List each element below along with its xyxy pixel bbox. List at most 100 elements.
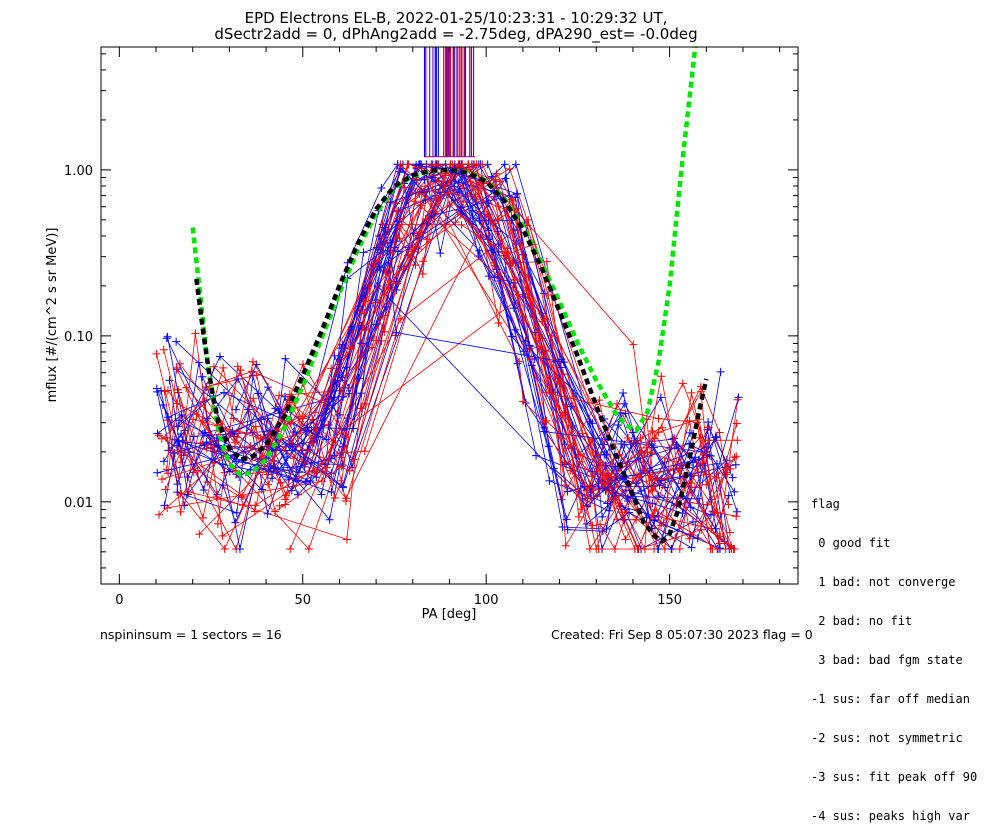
data-point bbox=[656, 393, 665, 402]
data-point bbox=[693, 494, 702, 503]
data-point bbox=[163, 386, 172, 395]
legend-item: -1 sus: far off median bbox=[811, 692, 970, 706]
data-point bbox=[657, 372, 666, 381]
data-point bbox=[596, 520, 605, 529]
data-point bbox=[716, 367, 725, 376]
data-point bbox=[396, 314, 405, 323]
data-point bbox=[623, 494, 632, 503]
data-point bbox=[317, 490, 326, 499]
data-point bbox=[654, 414, 663, 423]
data-point bbox=[724, 500, 733, 509]
data-point bbox=[337, 476, 346, 485]
data-point bbox=[395, 167, 404, 176]
legend-item: 3 bad: bad fgm state bbox=[811, 653, 963, 667]
data-point bbox=[416, 201, 425, 210]
data-point bbox=[382, 302, 391, 311]
data-point bbox=[599, 440, 608, 449]
data-point bbox=[687, 388, 696, 397]
data-point bbox=[159, 457, 168, 466]
data-point bbox=[336, 344, 345, 353]
legend-item: 2 bad: no fit bbox=[811, 614, 913, 628]
data-point bbox=[678, 379, 687, 388]
data-point bbox=[238, 491, 247, 500]
data-point bbox=[434, 176, 443, 185]
data-point bbox=[276, 479, 285, 488]
series-line bbox=[177, 173, 731, 550]
data-point bbox=[368, 343, 377, 352]
data-point bbox=[263, 509, 272, 518]
data-point bbox=[455, 206, 464, 215]
y-axis-label: mflux [#/(cm^2 s sr MeV)] bbox=[45, 228, 60, 403]
data-point bbox=[713, 545, 722, 554]
data-point bbox=[177, 410, 186, 419]
series-line bbox=[206, 163, 739, 550]
data-point bbox=[327, 488, 336, 497]
series-line bbox=[161, 187, 732, 550]
data-point bbox=[595, 396, 604, 405]
data-point bbox=[704, 436, 713, 445]
data-point bbox=[170, 435, 179, 444]
data-point bbox=[299, 360, 308, 369]
data-point bbox=[600, 450, 609, 459]
data-point bbox=[519, 347, 528, 356]
data-point bbox=[445, 201, 454, 210]
data-point bbox=[176, 507, 185, 516]
legend-item: -3 sus: fit peak off 90 bbox=[811, 770, 978, 784]
data-point bbox=[685, 416, 694, 425]
data-point bbox=[153, 429, 162, 438]
data-point bbox=[613, 399, 622, 408]
data-point bbox=[687, 543, 696, 552]
data-point bbox=[527, 361, 536, 370]
data-point bbox=[343, 414, 352, 423]
data-point bbox=[545, 476, 554, 485]
data-point bbox=[281, 495, 290, 504]
data-point bbox=[594, 545, 603, 554]
data-point bbox=[246, 441, 255, 450]
data-point bbox=[286, 545, 295, 554]
data-point bbox=[457, 220, 466, 229]
data-point bbox=[629, 340, 638, 349]
data-point bbox=[647, 448, 656, 457]
data-point bbox=[568, 421, 577, 430]
y-tick-label: 0.01 bbox=[64, 496, 93, 511]
data-point bbox=[596, 458, 605, 467]
data-point bbox=[199, 513, 208, 522]
data-point bbox=[724, 491, 733, 500]
data-point bbox=[513, 359, 522, 368]
data-point bbox=[373, 298, 382, 307]
data-point bbox=[220, 545, 229, 554]
legend-item: 0 good fit bbox=[811, 536, 891, 550]
data-point bbox=[325, 515, 334, 524]
data-point bbox=[582, 519, 591, 528]
data-point bbox=[702, 480, 711, 489]
series-line bbox=[257, 163, 710, 496]
data-point bbox=[162, 465, 171, 474]
data-point bbox=[697, 525, 706, 534]
data-point bbox=[153, 468, 162, 477]
series-line bbox=[182, 209, 712, 516]
data-point bbox=[547, 331, 556, 340]
data-point bbox=[256, 434, 265, 443]
data-point bbox=[257, 485, 266, 494]
data-point bbox=[473, 186, 482, 195]
data-point bbox=[598, 512, 607, 521]
data-point bbox=[733, 395, 742, 404]
data-point bbox=[392, 207, 401, 216]
data-point bbox=[235, 545, 244, 554]
series-line bbox=[156, 180, 735, 540]
data-point bbox=[345, 389, 354, 398]
data-point bbox=[509, 304, 518, 313]
data-point bbox=[730, 453, 739, 462]
data-point bbox=[495, 177, 504, 186]
data-point bbox=[301, 478, 310, 487]
chart-title: EPD Electrons EL-B, 2022-01-25/10:23:31 … bbox=[245, 9, 668, 27]
data-point bbox=[602, 525, 611, 534]
data-point bbox=[218, 531, 227, 540]
data-point bbox=[726, 541, 735, 550]
data-point bbox=[377, 184, 386, 193]
data-point bbox=[604, 497, 613, 506]
data-point bbox=[501, 174, 510, 183]
data-point bbox=[610, 545, 619, 554]
data-point bbox=[733, 507, 742, 516]
data-point bbox=[184, 488, 193, 497]
